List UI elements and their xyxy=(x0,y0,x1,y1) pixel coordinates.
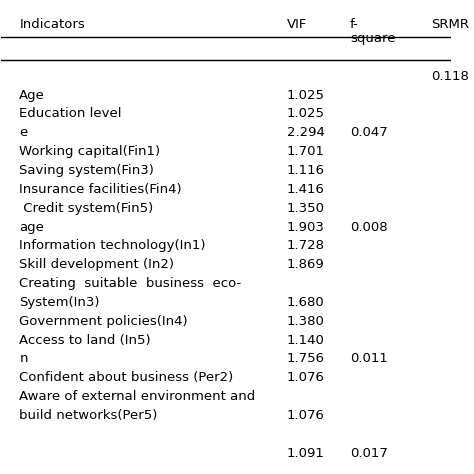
Text: 1.869: 1.869 xyxy=(287,258,325,271)
Text: VIF: VIF xyxy=(287,18,307,31)
Text: 1.701: 1.701 xyxy=(287,145,325,158)
Text: Government policies(In4): Government policies(In4) xyxy=(19,315,188,328)
Text: build networks(Per5): build networks(Per5) xyxy=(19,409,158,422)
Text: square: square xyxy=(350,32,395,45)
Text: System(In3): System(In3) xyxy=(19,296,100,309)
Text: 2.294: 2.294 xyxy=(287,126,325,139)
Text: 1.380: 1.380 xyxy=(287,315,325,328)
Text: Age: Age xyxy=(19,89,45,101)
Text: f-: f- xyxy=(350,18,359,31)
Text: Skill development (In2): Skill development (In2) xyxy=(19,258,174,271)
Text: Information technology(In1): Information technology(In1) xyxy=(19,239,206,252)
Text: Insurance facilities(Fin4): Insurance facilities(Fin4) xyxy=(19,183,182,196)
Text: 1.756: 1.756 xyxy=(287,353,325,365)
Text: 1.025: 1.025 xyxy=(287,89,325,101)
Text: 1.116: 1.116 xyxy=(287,164,325,177)
Text: Credit system(Fin5): Credit system(Fin5) xyxy=(19,201,154,215)
Text: 1.076: 1.076 xyxy=(287,409,325,422)
Text: 0.047: 0.047 xyxy=(350,126,388,139)
Text: Creating  suitable  business  eco-: Creating suitable business eco- xyxy=(19,277,242,290)
Text: 0.017: 0.017 xyxy=(350,447,388,460)
Text: 1.903: 1.903 xyxy=(287,220,325,234)
Text: 1.140: 1.140 xyxy=(287,334,325,346)
Text: Indicators: Indicators xyxy=(19,18,85,31)
Text: age: age xyxy=(19,220,44,234)
Text: e: e xyxy=(19,126,27,139)
Text: 1.091: 1.091 xyxy=(287,447,325,460)
Text: 0.008: 0.008 xyxy=(350,220,388,234)
Text: Confident about business (Per2): Confident about business (Per2) xyxy=(19,371,234,384)
Text: 1.350: 1.350 xyxy=(287,201,325,215)
Text: Working capital(Fin1): Working capital(Fin1) xyxy=(19,145,161,158)
Text: 1.728: 1.728 xyxy=(287,239,325,252)
Text: 0.011: 0.011 xyxy=(350,353,388,365)
Text: Saving system(Fin3): Saving system(Fin3) xyxy=(19,164,154,177)
Text: Access to land (In5): Access to land (In5) xyxy=(19,334,151,346)
Text: 0.118: 0.118 xyxy=(431,70,469,83)
Text: 1.076: 1.076 xyxy=(287,371,325,384)
Text: 1.025: 1.025 xyxy=(287,108,325,120)
Text: 1.416: 1.416 xyxy=(287,183,325,196)
Text: Education level: Education level xyxy=(19,108,122,120)
Text: n: n xyxy=(19,353,28,365)
Text: 1.680: 1.680 xyxy=(287,296,325,309)
Text: SRMR: SRMR xyxy=(431,18,469,31)
Text: Aware of external environment and: Aware of external environment and xyxy=(19,390,255,403)
